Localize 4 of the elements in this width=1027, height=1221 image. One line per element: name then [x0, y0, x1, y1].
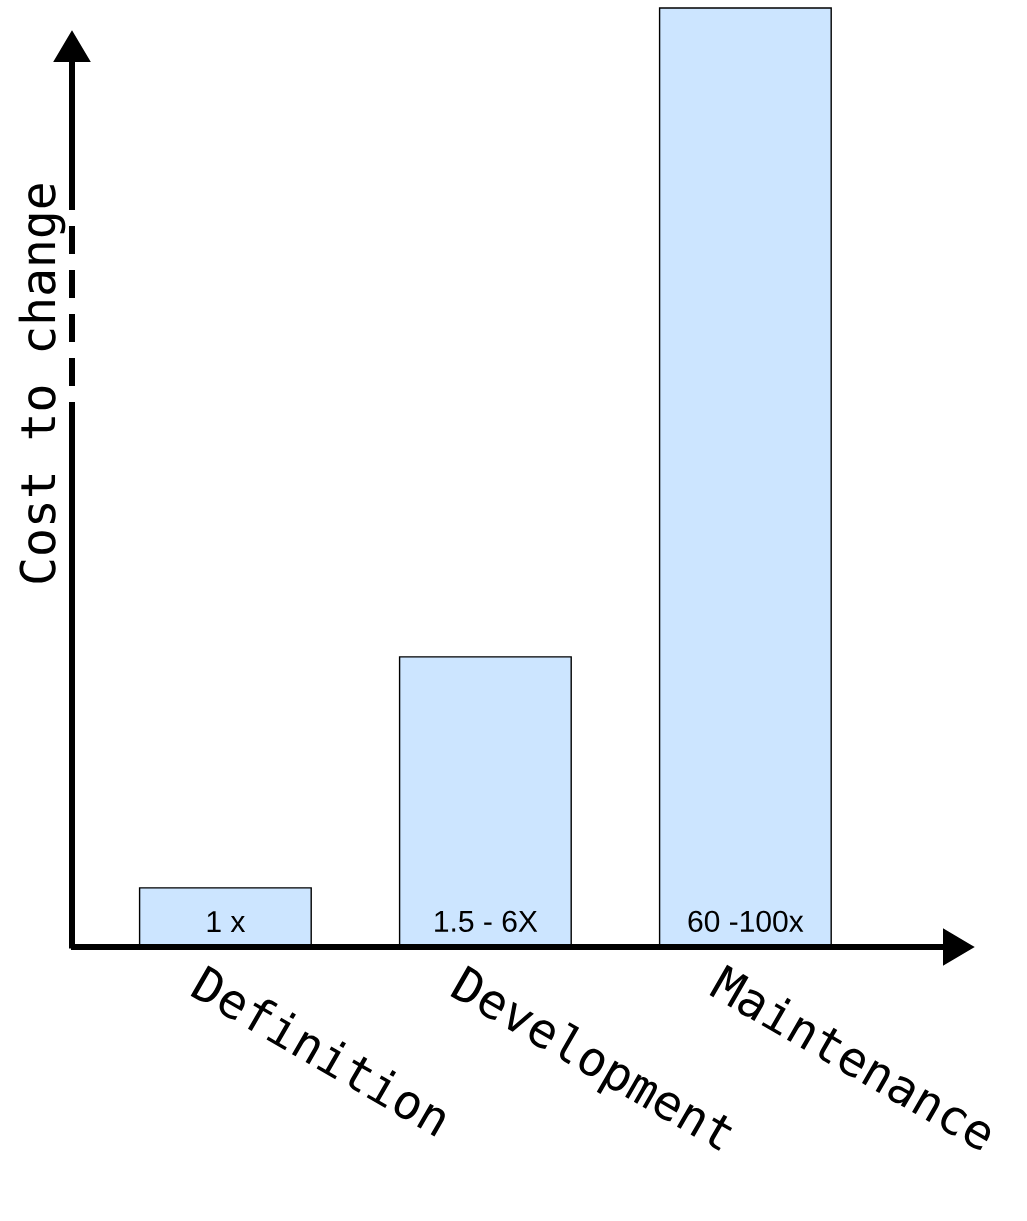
y-axis-title: Cost to change [18, 184, 66, 583]
annotation: 1 x [207, 911, 246, 932]
annotation: 1.5 - 6X [435, 910, 538, 932]
annotation: 60 -100x [688, 910, 804, 932]
